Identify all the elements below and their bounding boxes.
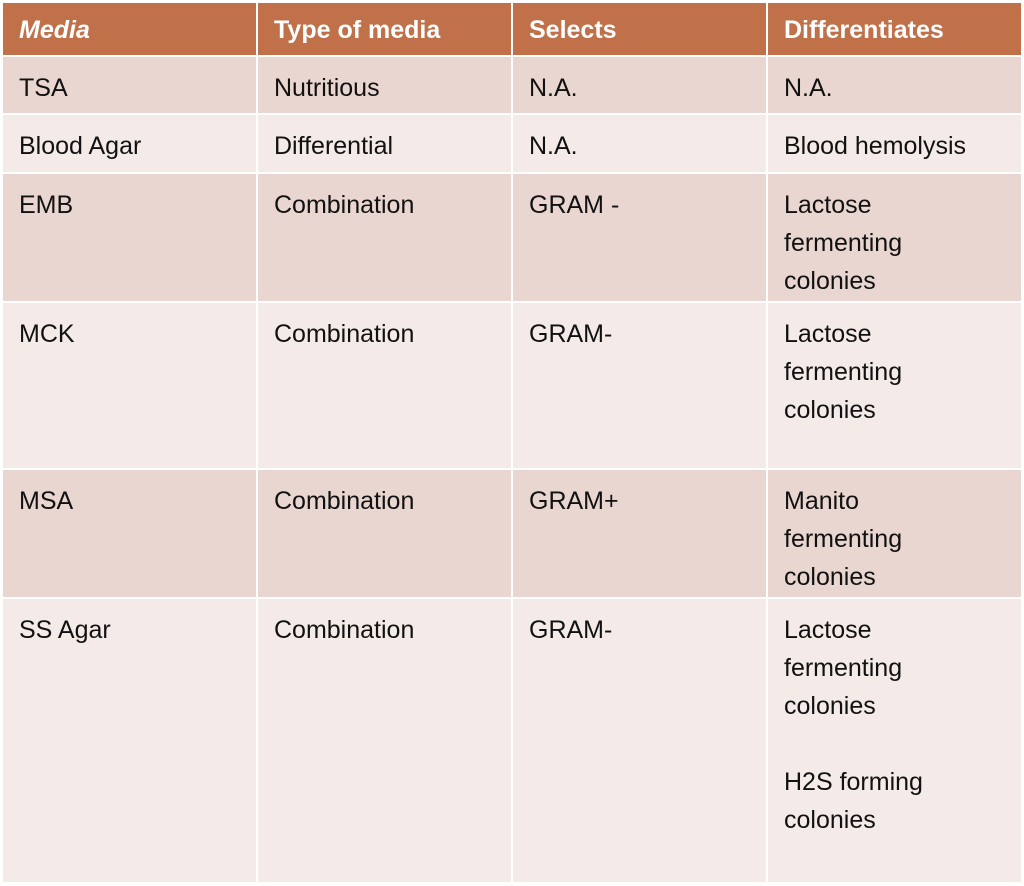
table-cell: Nutritious: [256, 54, 513, 116]
table-cell: Combination: [256, 468, 513, 599]
cell-line: Lactose: [784, 615, 872, 644]
table-cell: Differential: [256, 113, 513, 175]
table-cell: N.A.: [511, 113, 768, 175]
table-cell: GRAM-: [511, 596, 768, 885]
cell-line: colonies: [784, 563, 876, 592]
cell-paragraph: Lactose fermenting colonies: [784, 611, 1007, 725]
header-row: Media Type of media Selects Differentiates: [1, 1, 1023, 57]
table-row: Blood Agar Differential N.A. Blood hemolysi…: [1, 113, 1023, 175]
table-cell: Combination: [256, 172, 513, 303]
table-cell: GRAM-: [511, 300, 768, 471]
table-cell: MSA: [1, 468, 258, 599]
header-cell: Selects: [511, 1, 768, 57]
table-cell: Manito fermenting colonies: [766, 468, 1023, 599]
table-cell: GRAM+: [511, 468, 768, 599]
table-row: TSA Nutritious N.A. N.A.: [1, 54, 1023, 116]
cell-line: fermenting: [784, 229, 903, 258]
cell-line: Manito: [784, 487, 860, 516]
cell-line: Lactose: [784, 191, 872, 220]
cell-line: fermenting: [784, 357, 903, 386]
table-cell: TSA: [1, 54, 258, 116]
table-cell: Blood hemolysis: [766, 113, 1023, 175]
table-cell: Combination: [256, 300, 513, 471]
cell-paragraph: H2S forming colonies: [784, 763, 1007, 839]
table-cell: GRAM -: [511, 172, 768, 303]
table-row: EMB Combination GRAM - Lactose fermenting col…: [1, 172, 1023, 303]
cell-line: Lactose: [784, 319, 872, 348]
table-row: MSA Combination GRAM+ Manito fermenting colon…: [1, 468, 1023, 599]
cell-line: H2S forming: [784, 767, 923, 796]
table-cell: N.A.: [511, 54, 768, 116]
table-cell: Blood Agar: [1, 113, 258, 175]
cell-line: colonies: [784, 395, 876, 424]
table-row: MCK Combination GRAM- Lactose fermenting colo…: [1, 300, 1023, 471]
cell-line: colonies: [784, 267, 876, 296]
table-cell: EMB: [1, 172, 258, 303]
table-cell: Combination: [256, 596, 513, 885]
table-cell: Lactose fermenting colonies H2S forming colo…: [766, 596, 1023, 885]
cell-line: fermenting: [784, 525, 903, 554]
cell-line: fermenting: [784, 653, 903, 682]
header-cell: Media: [1, 1, 258, 57]
cell-line: colonies: [784, 691, 876, 720]
table-cell: MCK: [1, 300, 258, 471]
header-cell: Differentiates: [766, 1, 1023, 57]
table-cell: N.A.: [766, 54, 1023, 116]
table-cell: SS Agar: [1, 596, 258, 885]
table-cell: Lactose fermenting colonies: [766, 300, 1023, 471]
cell-line: colonies: [784, 805, 876, 834]
table-row: SS Agar Combination GRAM- Lactose fermenting…: [1, 596, 1023, 885]
header-cell: Type of media: [256, 1, 513, 57]
table-cell: Lactose fermenting colonies: [766, 172, 1023, 303]
table-body: TSA Nutritious N.A. N.A. Blood Agar Different…: [1, 54, 1023, 885]
